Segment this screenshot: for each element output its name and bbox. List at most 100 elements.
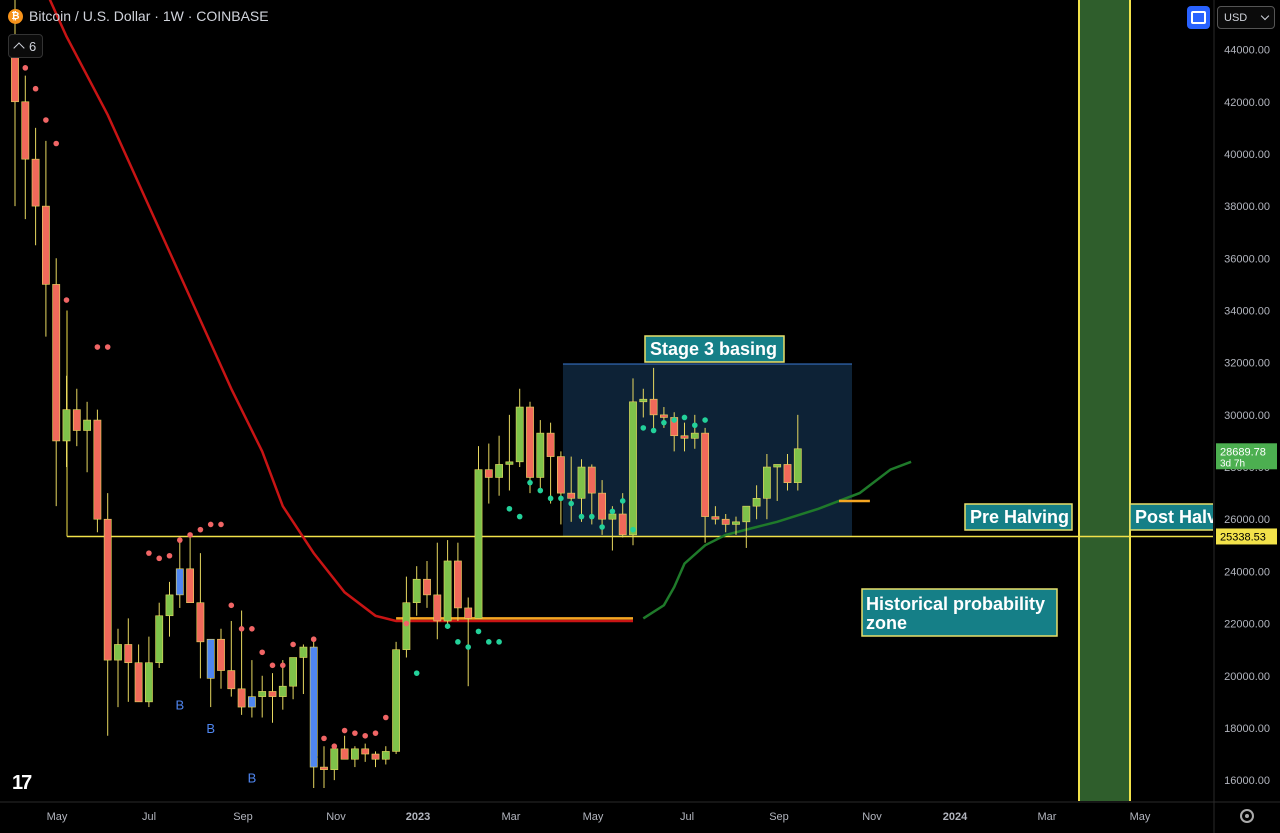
last-price-tag [1216,443,1277,470]
layer-count: 6 [29,38,37,54]
candle [155,602,164,668]
signal-dot-green [609,508,616,515]
candle-body [371,753,380,760]
candle-body [453,560,462,609]
candle-body [484,469,493,478]
candle-body [62,409,71,442]
currency-select[interactable]: USD [1217,6,1275,29]
candle-body [732,521,740,525]
candle-body [556,456,565,494]
signal-dot-green [589,513,595,520]
gear-icon[interactable] [1240,809,1254,823]
candle [443,540,452,629]
stage3-label-box [644,335,785,363]
candle [762,453,771,520]
signal-dot-green [630,526,636,533]
signal-dot-red [310,636,317,643]
signal-dot-red [53,140,59,147]
historical-zone-text: Historical probability [866,594,1045,614]
candle-body [608,513,617,520]
candle [701,427,709,543]
candle [145,636,153,708]
currency-value: USD [1224,11,1248,24]
signal-dot-red [238,625,245,632]
signal-dot-red [352,730,358,736]
candle-body [474,469,483,619]
candle-body [93,419,102,520]
y-tick-label: 16000.00 [1224,775,1270,787]
candle-body [103,518,112,661]
x-tick-label: 2024 [943,811,968,823]
y-tick-label: 24000.00 [1224,566,1270,578]
signal-dot-red [166,552,173,559]
post-halving-label-box [1129,503,1213,531]
signal-dot-green [578,513,585,520]
y-tick-label: 18000.00 [1224,723,1270,735]
candle-body [227,670,236,690]
candle-body [598,492,606,520]
signal-dot-green [671,417,677,423]
x-tick-label: Sep [769,811,789,823]
signal-dot-green [496,639,502,645]
candle [196,553,205,679]
candle [556,451,565,525]
signal-dot-red [197,526,204,533]
candle [52,258,61,507]
candle [752,485,761,520]
buy-marker: B [248,771,257,786]
candle [783,453,792,491]
pre-halving-label: Pre Halving [964,503,1073,531]
candle-body [330,748,339,770]
signal-dot-green [455,639,461,645]
signal-dot-green [475,628,482,635]
candle [83,401,91,473]
signal-dot-green [661,419,667,426]
candle-body [690,432,699,439]
candle-body [350,748,359,760]
candle [21,75,30,220]
candle [371,751,380,768]
pre-halving-label-box [964,503,1073,531]
candle [567,456,576,522]
signal-dot-red [259,649,266,656]
x-tick-label: Nov [862,811,882,823]
chevron-up-icon [13,42,25,54]
candle-body [742,505,751,523]
candle [721,513,730,533]
candle-body [175,568,184,596]
signal-dot-green [568,500,574,507]
x-tick-label: May [583,811,604,823]
candle [536,420,545,491]
signal-dot-red [403,620,410,627]
signal-dot-red [177,537,183,543]
candle [103,493,112,736]
post-halving-label: Post Halving [1129,503,1213,531]
candle-body [443,560,452,622]
candle [464,597,473,687]
candle-body [361,748,370,755]
candle [340,735,349,760]
candle-body [248,696,256,708]
candle [124,618,133,702]
candle [474,446,483,619]
fullscreen-button[interactable] [1187,6,1210,29]
candle [299,644,308,695]
x-tick-label: May [47,811,68,823]
signal-dot-red [228,602,235,609]
candle-body [587,466,596,494]
y-tick-label: 20000.00 [1224,671,1270,683]
pre-halving-label-text: Pre Halving [970,507,1069,527]
candle [649,367,658,431]
candle-body [381,751,390,760]
signal-dot-green [640,425,647,431]
candle [186,537,194,604]
signal-dot-green [444,623,451,629]
candle-body [114,644,122,661]
signal-dot-red [104,344,111,350]
indicator-layers-toggle[interactable]: 6 [8,34,44,58]
candle [330,748,339,781]
support-price-value: 25338.53 [1220,531,1266,543]
candle-body [649,398,658,416]
signal-dot-red [362,732,369,739]
